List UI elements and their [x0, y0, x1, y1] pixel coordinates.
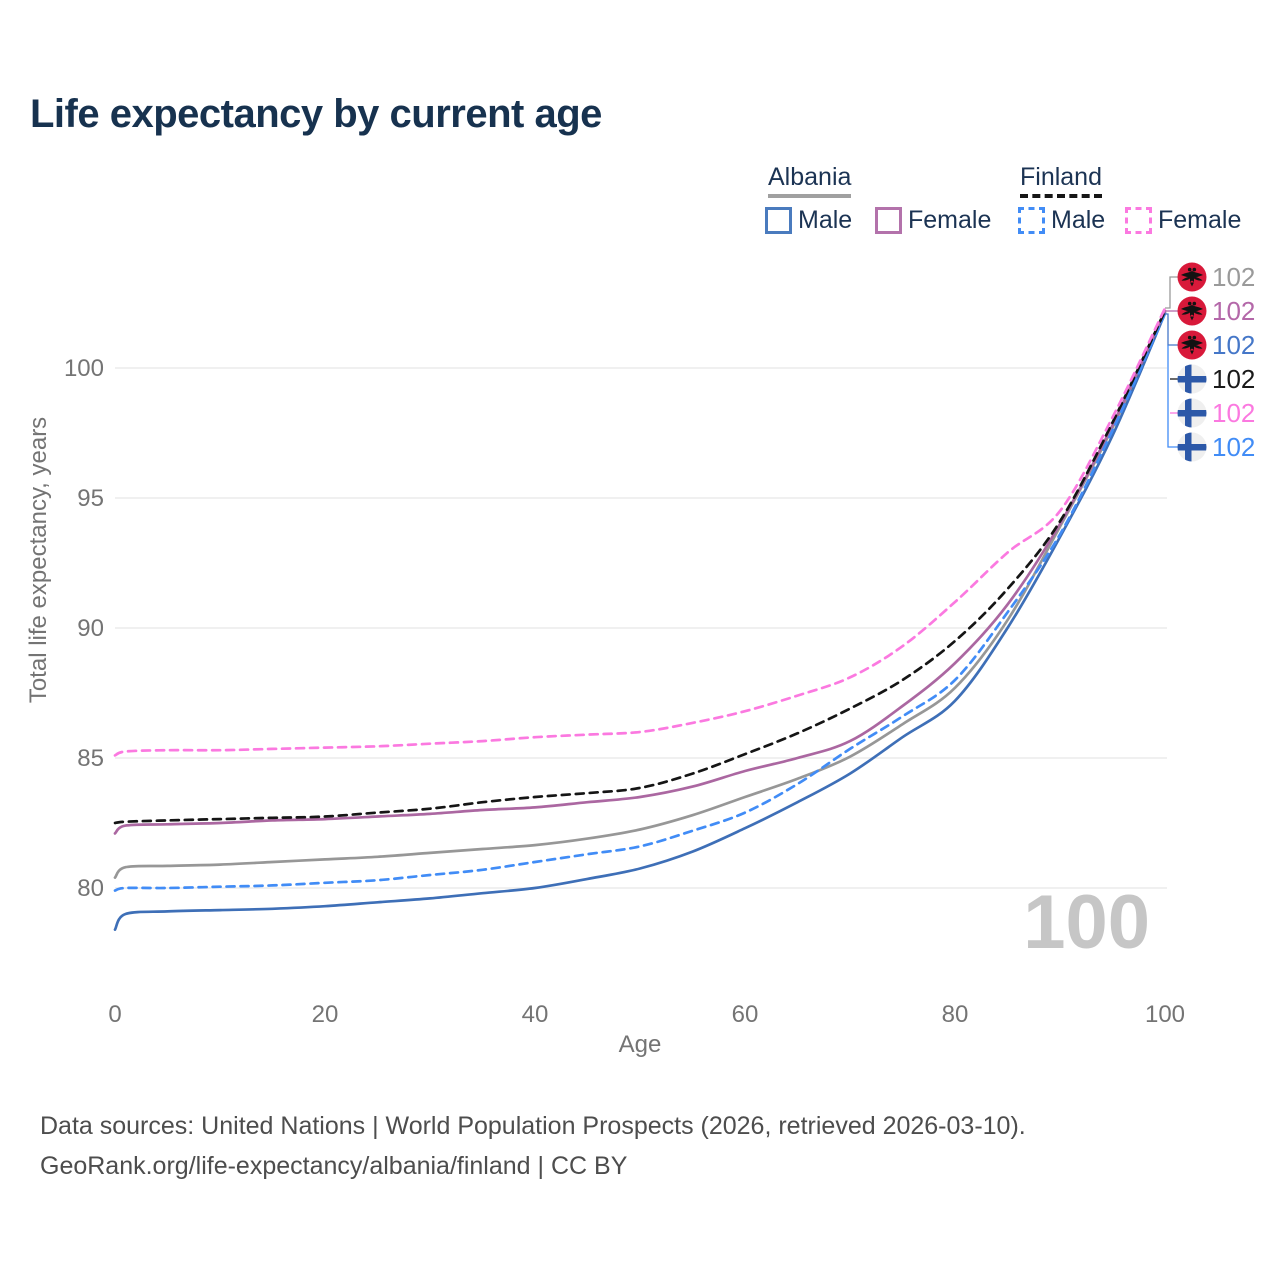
eagle-head-right: [1192, 301, 1197, 306]
finland-cross-h: [1177, 444, 1207, 451]
eagle-head-right: [1192, 267, 1197, 272]
legend-item-finland-male[interactable]: Male: [1018, 206, 1105, 235]
legend-item-albania-female-label: Female: [908, 206, 992, 234]
series-line-albania-male[interactable]: [113, 312, 1167, 931]
albania-eagle-glyph: [1181, 305, 1203, 316]
legend-country-albania-label: Albania: [768, 163, 852, 198]
y-tick-90: 90: [77, 615, 104, 642]
legend-item-finland-female[interactable]: Female: [1125, 206, 1241, 235]
end-label-albania-female[interactable]: 102: [1177, 296, 1256, 326]
finland-cross-v: [1185, 432, 1192, 462]
end-label-albania-male[interactable]: 102: [1177, 330, 1256, 360]
x-tick-0: 0: [108, 1001, 121, 1028]
y-tick-85: 85: [77, 745, 104, 772]
end-label-finland-male[interactable]: 102: [1177, 432, 1256, 462]
age-watermark: 100: [1023, 880, 1150, 965]
series-line-finland-female[interactable]: [113, 306, 1167, 757]
legend-country-finland[interactable]: Finland: [1020, 163, 1102, 202]
legend-item-finland-female-label: Female: [1158, 206, 1242, 234]
end-label-value: 102: [1212, 296, 1255, 326]
y-tick-80: 80: [77, 875, 104, 902]
finland-cross-v: [1185, 398, 1192, 428]
albania-eagle-glyph: [1181, 271, 1203, 282]
legend: Albania Finland Male Female Male Female: [0, 0, 1280, 250]
end-label-connector-2: [1165, 313, 1178, 346]
end-label-value: 102: [1212, 330, 1255, 360]
y-tick-100: 100: [64, 355, 104, 382]
footer-data-sources: Data sources: United Nations | World Pop…: [40, 1112, 1026, 1140]
eagle-head-left: [1187, 335, 1192, 340]
albania-female-swatch-icon: [875, 207, 902, 234]
x-tick-40: 40: [522, 1001, 549, 1028]
finland-cross-h: [1177, 376, 1207, 383]
finland-female-swatch-icon: [1125, 207, 1152, 234]
y-axis-title: Total life expectancy, years: [25, 417, 52, 703]
x-axis-title: Age: [619, 1031, 662, 1058]
end-label-finland-female[interactable]: 102: [1177, 398, 1256, 428]
end-label-value: 102: [1212, 364, 1255, 394]
finland-cross-v: [1185, 364, 1192, 394]
series-line-albania-both-sexes[interactable]: [113, 310, 1167, 879]
eagle-head-left: [1187, 301, 1192, 306]
x-tick-20: 20: [312, 1001, 339, 1028]
end-label-value: 102: [1212, 262, 1255, 292]
legend-country-albania[interactable]: Albania: [768, 163, 852, 202]
albania-eagle-glyph: [1181, 339, 1203, 350]
end-label-albania-both-sexes[interactable]: 102: [1177, 262, 1256, 292]
finland-cross-h: [1177, 410, 1207, 417]
series-line-finland-male[interactable]: [113, 312, 1167, 892]
finland-male-swatch-icon: [1018, 207, 1045, 234]
albania-male-swatch-icon: [765, 207, 792, 234]
eagle-tail: [1190, 282, 1194, 287]
footer-attribution: GeoRank.org/life-expectancy/albania/finl…: [40, 1152, 628, 1180]
x-tick-100: 100: [1145, 1001, 1185, 1028]
y-tick-95: 95: [77, 485, 104, 512]
end-label-connector-5: [1167, 345, 1178, 448]
end-label-finland-both-sexes[interactable]: 102: [1177, 364, 1256, 394]
legend-item-albania-male[interactable]: Male: [765, 206, 852, 235]
end-label-value: 102: [1212, 432, 1255, 462]
eagle-tail: [1190, 350, 1194, 355]
eagle-head-right: [1192, 335, 1197, 340]
x-tick-80: 80: [942, 1001, 969, 1028]
series-line-albania-female[interactable]: [113, 309, 1167, 835]
legend-item-albania-male-label: Male: [798, 206, 853, 234]
x-tick-60: 60: [732, 1001, 759, 1028]
end-label-connector-0: [1165, 276, 1178, 309]
chart-title: Life expectancy by current age: [30, 92, 602, 136]
series-line-finland-both-sexes[interactable]: [113, 309, 1167, 825]
end-label-value: 102: [1212, 398, 1255, 428]
legend-item-finland-male-label: Male: [1051, 206, 1106, 234]
eagle-tail: [1190, 316, 1194, 321]
legend-country-finland-label: Finland: [1020, 163, 1102, 198]
legend-item-albania-female[interactable]: Female: [875, 206, 991, 235]
eagle-head-left: [1187, 267, 1192, 272]
